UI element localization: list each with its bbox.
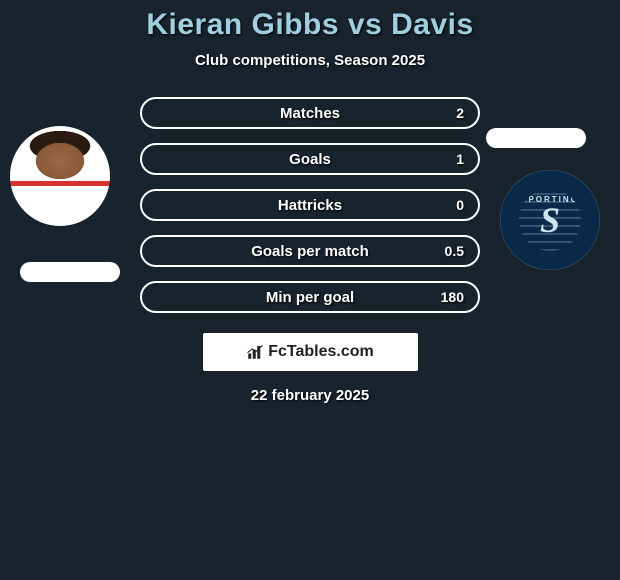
club-badge-monogram: S [540,199,560,241]
stat-value-right: 0 [456,197,464,213]
stat-label: Hattricks [278,197,342,214]
club-badge-inner: SPORTING S [519,189,581,251]
stat-value-right: 180 [441,289,464,305]
headline-subtitle: Club competitions, Season 2025 [195,52,425,69]
infographic-date: 22 february 2025 [251,387,369,404]
stat-label: Goals [289,151,331,168]
player-right-pill [486,128,586,148]
bar-chart-icon [246,343,264,361]
player-left-avatar [10,126,110,226]
stat-value-right: 2 [456,105,464,121]
stat-label: Matches [280,105,340,122]
stat-row-matches: Matches 2 [140,97,480,129]
player-left-avatar-image [10,126,110,226]
player-left-pill [20,262,120,282]
stat-label: Min per goal [266,289,354,306]
headline-title: Kieran Gibbs vs Davis [146,8,473,42]
brand-badge: FcTables.com [203,333,418,371]
brand-text: FcTables.com [268,343,374,361]
stats-list: Matches 2 Goals 1 Hattricks 0 Goals per … [140,97,480,313]
stat-row-goals-per-match: Goals per match 0.5 [140,235,480,267]
stat-row-goals: Goals 1 [140,143,480,175]
player-right-club-badge: SPORTING S [500,170,600,270]
stat-row-hattricks: Hattricks 0 [140,189,480,221]
stat-value-right: 1 [456,151,464,167]
stat-row-min-per-goal: Min per goal 180 [140,281,480,313]
stat-label: Goals per match [251,243,369,260]
stat-value-right: 0.5 [445,243,464,259]
